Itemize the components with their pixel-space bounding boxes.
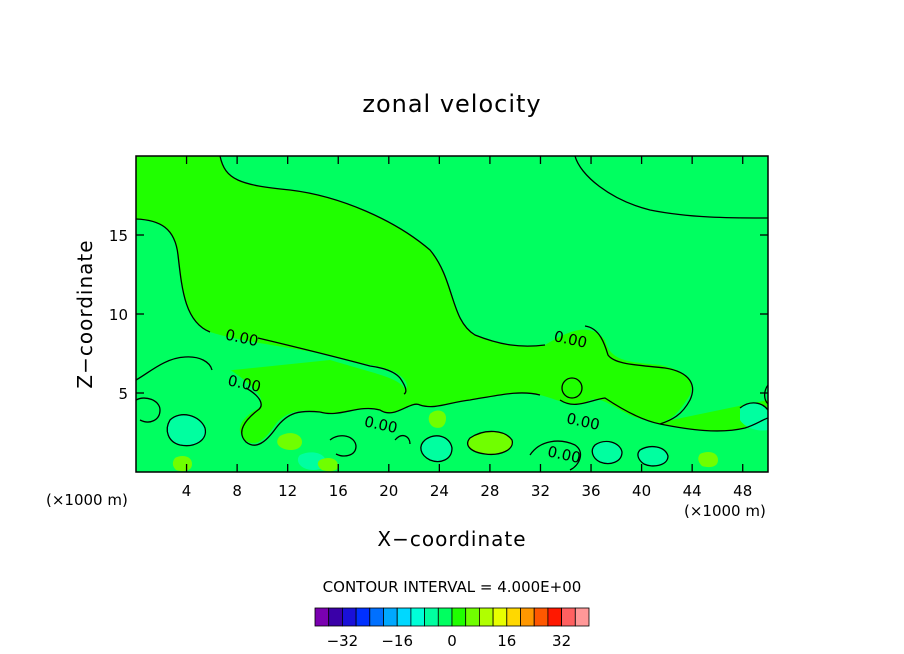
contour-line xyxy=(241,387,321,446)
colorbar-swatch xyxy=(506,607,521,627)
contour-line xyxy=(637,445,669,467)
x-tick-label: 48 xyxy=(733,482,752,500)
colorbar-swatch xyxy=(410,607,425,627)
chart-title: zonal velocity xyxy=(362,90,541,118)
colorbar-swatch xyxy=(478,607,494,627)
x-tick-label: 20 xyxy=(379,482,398,500)
colorbar-swatch xyxy=(451,607,467,627)
colorbar-tick-label: 16 xyxy=(497,632,516,650)
contour-blob-negative xyxy=(420,435,452,462)
contour-lines xyxy=(136,156,768,471)
x-tick-label: 44 xyxy=(683,482,702,500)
contour-blob-positive xyxy=(428,410,446,428)
contour-line xyxy=(136,397,161,423)
contour-line xyxy=(329,435,357,457)
contour-line xyxy=(559,397,768,432)
colorbar-swatch xyxy=(396,607,412,627)
plot-area: 0.000.000.000.000.000.00 xyxy=(136,156,768,472)
colorbar-swatch xyxy=(492,607,508,627)
x-tick-label: 12 xyxy=(278,482,297,500)
x-unit-left: (×1000 m) xyxy=(46,491,128,509)
contour-blob-negative xyxy=(637,446,668,466)
contour-blob-negative xyxy=(592,441,622,464)
colorbar-swatch xyxy=(574,607,590,627)
x-tick-label: 4 xyxy=(182,482,192,500)
colorbar-swatch xyxy=(314,607,330,627)
contour-line xyxy=(584,325,694,425)
contour-blob-negative xyxy=(167,414,206,446)
contour-line xyxy=(739,402,768,411)
contour-blob-positive xyxy=(172,456,192,472)
x-unit-right: (×1000 m) xyxy=(684,502,766,520)
colorbar-tick-label: 0 xyxy=(447,632,457,650)
colorbar-tick-labels: −32 −16 0 16 32 xyxy=(327,632,572,650)
y-tick-label: 15 xyxy=(109,227,128,245)
contour-line xyxy=(319,392,541,415)
colorbar-tick-label: −32 xyxy=(327,632,359,650)
contour-line xyxy=(574,156,768,219)
contour-line xyxy=(136,218,211,333)
contour-blob-positive xyxy=(277,433,302,450)
contour-interval-label: CONTOUR INTERVAL = 4.000E+00 xyxy=(323,578,582,596)
colorbar-tick-label: −16 xyxy=(381,632,413,650)
colorbar-swatch xyxy=(437,607,453,627)
x-tick-label: 28 xyxy=(480,482,499,500)
contour-line xyxy=(420,435,453,463)
contour-blob-negative xyxy=(740,403,768,431)
x-tick-label: 36 xyxy=(581,482,600,500)
contour-line xyxy=(467,430,513,456)
x-axis: 4 8 12 16 20 24 28 32 36 40 44 48 xyxy=(182,156,752,500)
y-tick-label: 10 xyxy=(109,306,128,324)
colorbar-swatch xyxy=(383,607,398,627)
x-axis-label: X−coordinate xyxy=(377,527,526,551)
y-axis: 5 10 15 xyxy=(109,227,768,403)
colorbar-tick-label: 32 xyxy=(552,632,571,650)
contour-line xyxy=(529,440,582,471)
contour-line xyxy=(591,440,623,465)
contour-blob-positive xyxy=(317,458,338,472)
colorbar-swatch xyxy=(465,607,480,627)
x-tick-label: 24 xyxy=(430,482,449,500)
y-tick-label: 5 xyxy=(118,385,128,403)
x-tick-label: 16 xyxy=(329,482,348,500)
contour-blob-positive xyxy=(467,431,513,455)
colorbar-swatch xyxy=(341,607,357,627)
colorbar-swatch xyxy=(561,607,576,627)
contour-line xyxy=(763,384,768,405)
contour-line xyxy=(257,337,407,395)
y-axis-label: Z−coordinate xyxy=(73,239,97,388)
colorbar-swatch xyxy=(533,607,549,627)
contour-line xyxy=(166,414,207,447)
x-tick-label: 8 xyxy=(232,482,242,500)
contour-line xyxy=(136,356,213,381)
contour-region-upper-main xyxy=(220,156,768,422)
colorbar-swatch xyxy=(424,607,439,627)
contour-line xyxy=(561,377,583,399)
contour-line xyxy=(219,156,546,347)
colorbar-swatch xyxy=(369,607,384,627)
colorbar-swatch xyxy=(520,607,535,627)
colorbar-swatch xyxy=(355,607,371,627)
contour-region-upper xyxy=(136,219,407,390)
x-tick-label: 32 xyxy=(531,482,550,500)
colorbar-swatch xyxy=(328,607,343,627)
colorbar-swatch xyxy=(547,607,563,627)
contour-blob-positive xyxy=(698,452,718,468)
colorbar xyxy=(314,607,590,627)
contour-line xyxy=(394,434,411,445)
x-tick-label: 40 xyxy=(632,482,651,500)
